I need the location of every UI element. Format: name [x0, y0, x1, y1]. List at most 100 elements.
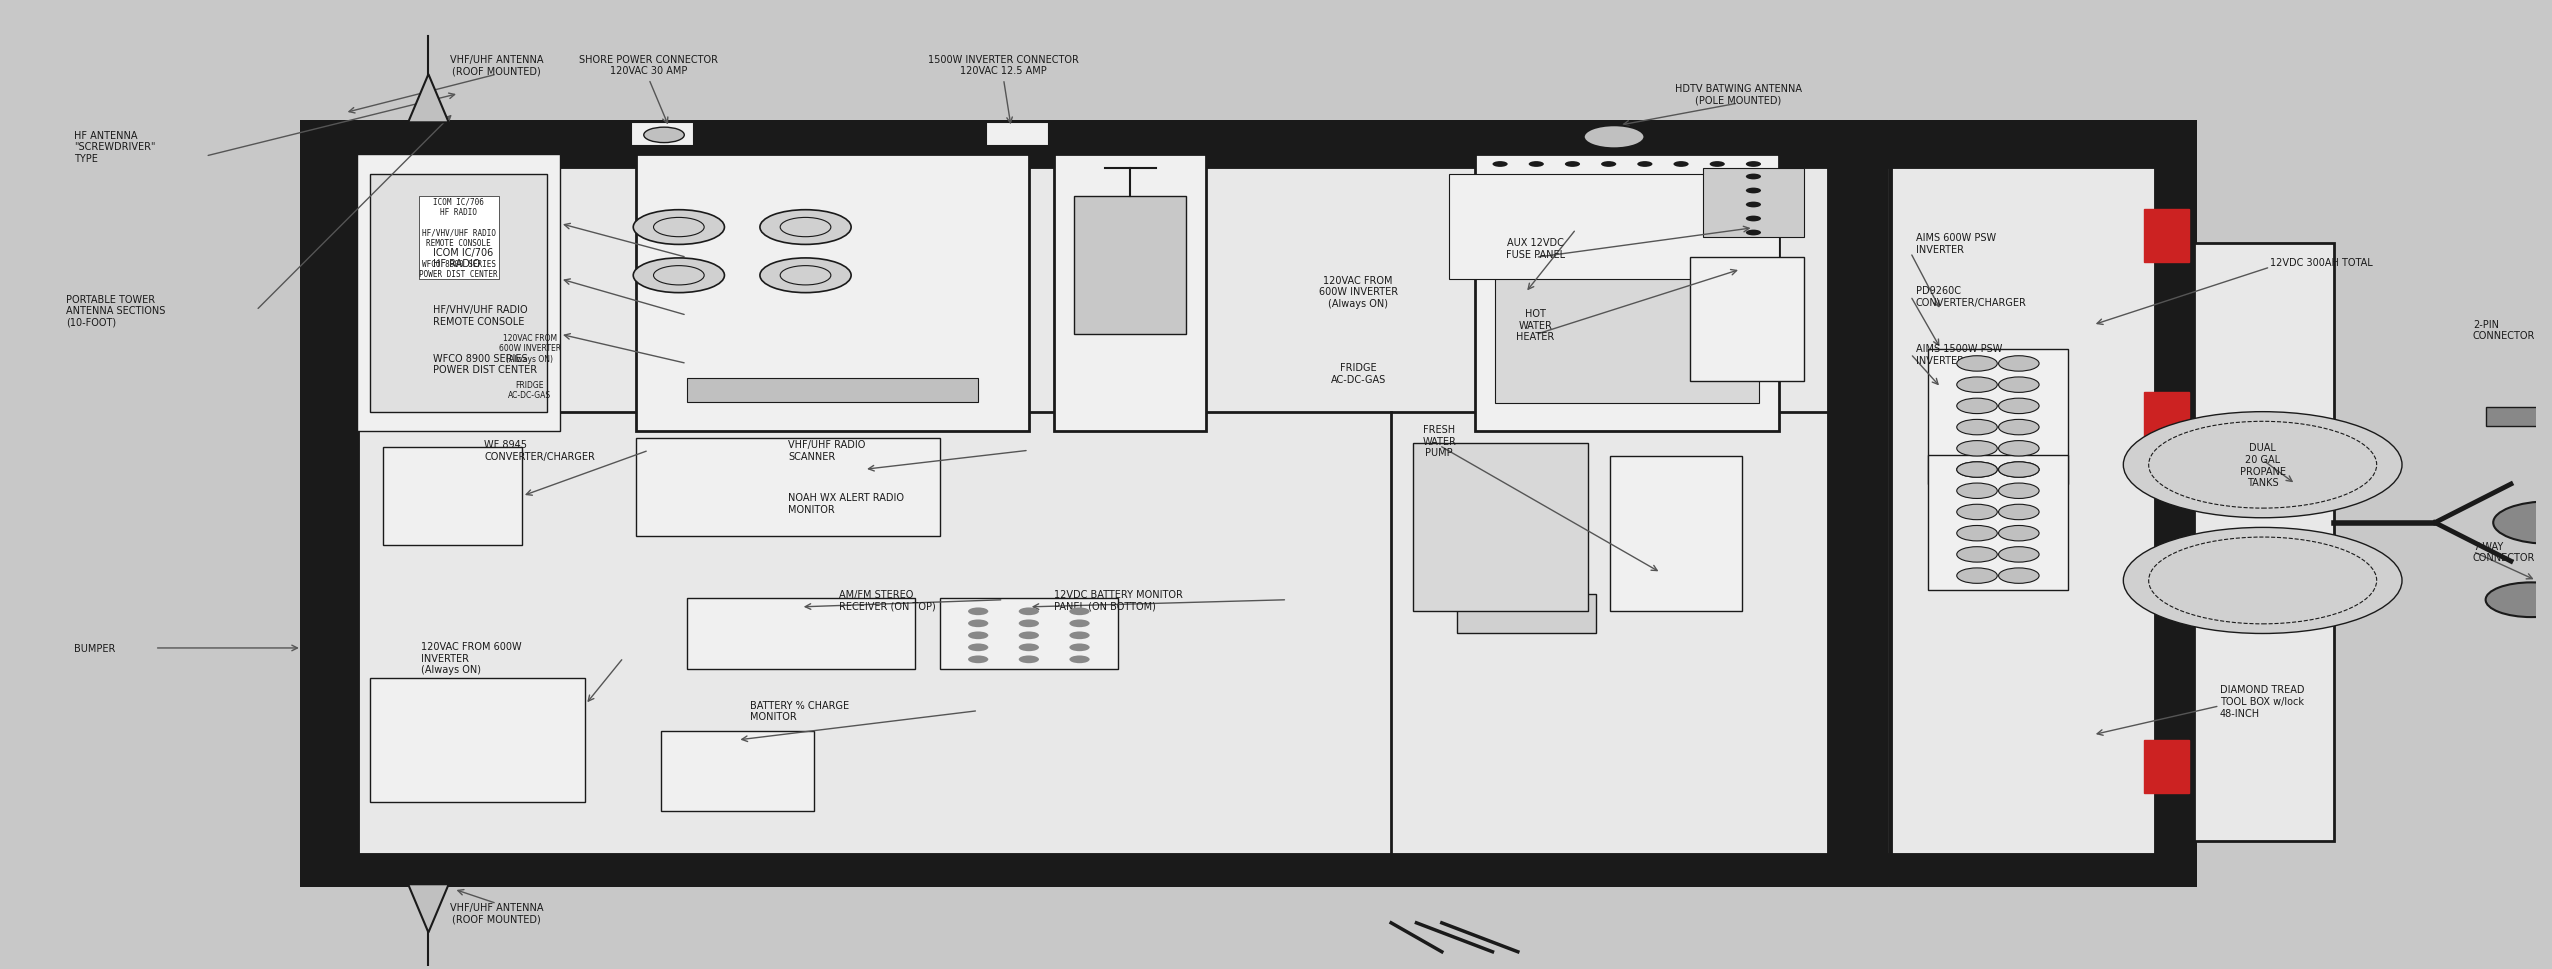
Bar: [1495, 183, 1758, 404]
Circle shape: [1957, 484, 1998, 499]
Circle shape: [1069, 608, 1090, 615]
Circle shape: [760, 259, 852, 294]
Circle shape: [2486, 582, 2552, 617]
Text: 2-PIN
CONNECTOR: 2-PIN CONNECTOR: [2473, 320, 2534, 341]
Bar: [1929, 350, 2067, 484]
Bar: [1830, 123, 1886, 885]
Polygon shape: [408, 885, 449, 932]
Circle shape: [1069, 656, 1090, 664]
Circle shape: [1069, 620, 1090, 628]
Bar: [1891, 123, 2195, 167]
Circle shape: [1957, 547, 1998, 563]
Bar: [396, 692, 559, 700]
Circle shape: [1018, 620, 1039, 628]
Circle shape: [1998, 547, 2039, 563]
Bar: [686, 599, 914, 670]
Circle shape: [1746, 174, 1761, 180]
Bar: [2233, 282, 2297, 802]
Text: ICOM IC/706
HF RADIO: ICOM IC/706 HF RADIO: [434, 247, 493, 268]
Circle shape: [1957, 526, 1998, 542]
Bar: [1475, 155, 1779, 431]
Bar: [2156, 123, 2195, 885]
Circle shape: [643, 128, 684, 143]
Bar: [635, 155, 1028, 431]
Circle shape: [1018, 632, 1039, 640]
Text: 7-WAY
CONNECTOR: 7-WAY CONNECTOR: [2473, 541, 2534, 563]
Bar: [383, 448, 523, 546]
Circle shape: [1638, 162, 1654, 168]
Text: BATTERY % CHARGE
MONITOR: BATTERY % CHARGE MONITOR: [750, 701, 850, 722]
Circle shape: [1957, 462, 1998, 478]
Bar: [301, 123, 1886, 167]
Circle shape: [1529, 162, 1544, 168]
Circle shape: [1957, 420, 1998, 435]
Text: PD9260C
CONVERTER/CHARGER: PD9260C CONVERTER/CHARGER: [1917, 286, 2026, 307]
Bar: [2144, 739, 2190, 793]
Bar: [686, 379, 977, 402]
Bar: [939, 599, 1118, 670]
Circle shape: [1018, 656, 1039, 664]
Circle shape: [1957, 462, 1998, 478]
Bar: [760, 607, 781, 660]
Bar: [1450, 174, 1779, 279]
Circle shape: [1957, 399, 1998, 414]
Text: AIMS 600W PSW
INVERTER: AIMS 600W PSW INVERTER: [1917, 233, 1996, 255]
Circle shape: [1585, 126, 1643, 149]
Bar: [1074, 197, 1187, 335]
Circle shape: [1998, 484, 2039, 499]
Text: 1500W INVERTER CONNECTOR
120VAC 12.5 AMP: 1500W INVERTER CONNECTOR 120VAC 12.5 AMP: [929, 54, 1079, 77]
Bar: [1610, 456, 1743, 611]
Circle shape: [2493, 502, 2552, 545]
Circle shape: [1746, 162, 1761, 168]
Text: AIMS 1500W PSW
INVERTER: AIMS 1500W PSW INVERTER: [1917, 344, 2001, 365]
Circle shape: [1564, 162, 1580, 168]
Circle shape: [1600, 162, 1615, 168]
Circle shape: [1998, 378, 2039, 393]
Text: FRESH
WATER
PUMP: FRESH WATER PUMP: [1421, 424, 1457, 457]
Circle shape: [1018, 643, 1039, 651]
Circle shape: [1493, 162, 1508, 168]
Bar: [1891, 856, 2195, 885]
Bar: [1414, 443, 1587, 611]
Text: WF 8945
CONVERTER/CHARGER: WF 8945 CONVERTER/CHARGER: [485, 440, 595, 461]
Bar: [1891, 123, 2195, 885]
Bar: [396, 740, 559, 748]
Text: ICOM IC/706
HF RADIO

HF/VHV/UHF RADIO
REMOTE CONSOLE

WFCO 8900 SERIES
POWER DI: ICOM IC/706 HF RADIO HF/VHV/UHF RADIO RE…: [419, 198, 498, 279]
Bar: [2486, 407, 2552, 426]
Text: 12VDC BATTERY MONITOR
PANEL (ON BOTTOM): 12VDC BATTERY MONITOR PANEL (ON BOTTOM): [1054, 589, 1184, 610]
Circle shape: [1746, 203, 1761, 208]
Bar: [1929, 455, 2067, 590]
Bar: [985, 123, 1049, 147]
Circle shape: [1746, 216, 1761, 222]
Text: 12VDC 300AH TOTAL: 12VDC 300AH TOTAL: [2271, 258, 2373, 267]
Bar: [301, 123, 357, 885]
Text: DIAMOND TREAD
TOOL BOX w/lock
48-INCH: DIAMOND TREAD TOOL BOX w/lock 48-INCH: [2220, 685, 2304, 718]
Text: HDTV BATWING ANTENNA
(POLE MOUNTED): HDTV BATWING ANTENNA (POLE MOUNTED): [1674, 83, 1802, 105]
Circle shape: [1998, 505, 2039, 520]
Circle shape: [2123, 412, 2401, 518]
Text: FRIDGE
AC-DC-GAS: FRIDGE AC-DC-GAS: [508, 381, 551, 400]
Circle shape: [1957, 357, 1998, 372]
Circle shape: [1998, 526, 2039, 542]
Text: NOAH WX ALERT RADIO
MONITOR: NOAH WX ALERT RADIO MONITOR: [789, 493, 903, 515]
Circle shape: [967, 608, 988, 615]
Bar: [1054, 155, 1207, 431]
Circle shape: [1998, 399, 2039, 414]
Bar: [880, 607, 901, 660]
Text: VHF/UHF ANTENNA
(ROOF MOUNTED): VHF/UHF ANTENNA (ROOF MOUNTED): [449, 54, 544, 77]
Text: 120VAC FROM
600W INVERTER
(Always ON): 120VAC FROM 600W INVERTER (Always ON): [1319, 275, 1398, 308]
Bar: [2144, 210, 2190, 263]
Bar: [630, 123, 694, 147]
Bar: [396, 789, 559, 797]
Circle shape: [1998, 420, 2039, 435]
Circle shape: [1998, 357, 2039, 372]
Text: AUX 12VDC
FUSE PANEL: AUX 12VDC FUSE PANEL: [1506, 237, 1564, 260]
Bar: [1702, 169, 1804, 238]
Bar: [1689, 258, 1804, 382]
Text: AM/FM STEREO
RECEIVER (ON TOP): AM/FM STEREO RECEIVER (ON TOP): [840, 589, 937, 610]
Bar: [819, 607, 840, 660]
Circle shape: [1746, 188, 1761, 194]
Text: FRIDGE
AC-DC-GAS: FRIDGE AC-DC-GAS: [1330, 363, 1386, 385]
Text: VHF/UHF ANTENNA
(ROOF MOUNTED): VHF/UHF ANTENNA (ROOF MOUNTED): [449, 902, 544, 924]
Circle shape: [1710, 162, 1725, 168]
